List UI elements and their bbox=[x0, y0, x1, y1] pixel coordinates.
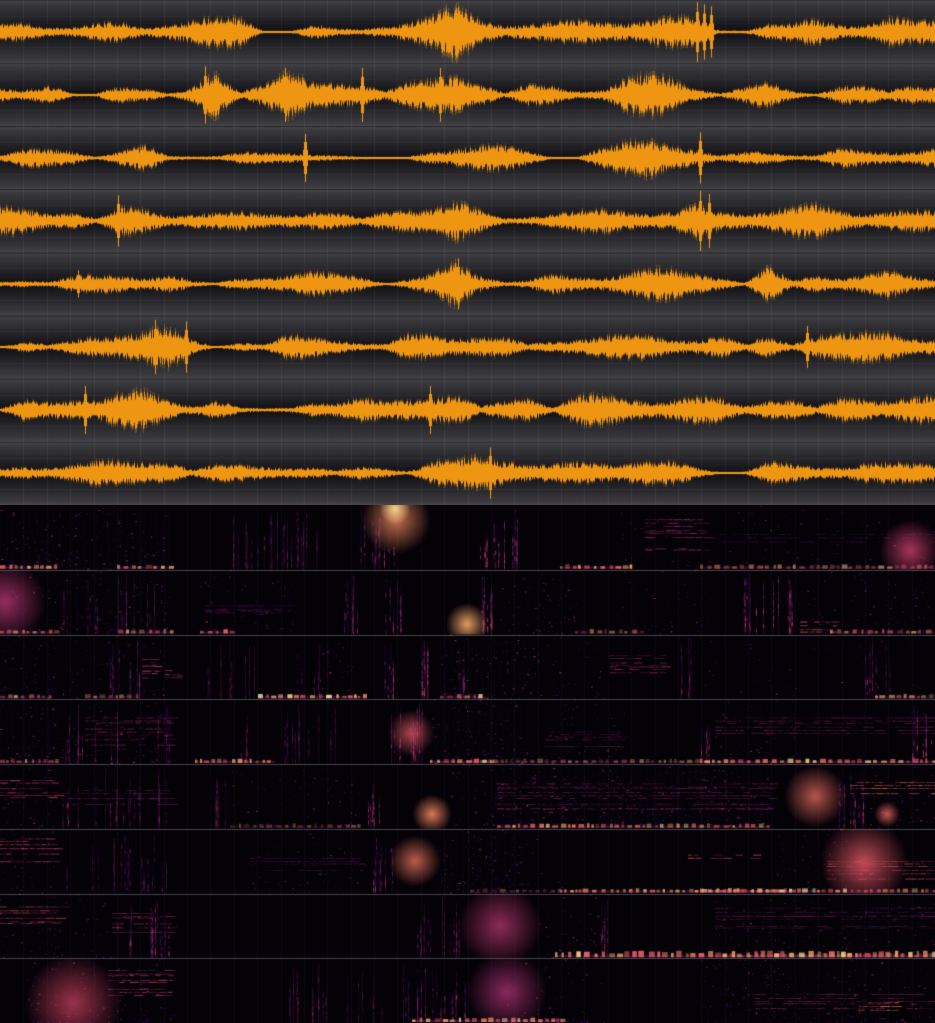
waveform-track-2[interactable] bbox=[0, 63, 935, 126]
waveform-track-5[interactable] bbox=[0, 253, 935, 316]
waveform-track-8[interactable] bbox=[0, 442, 935, 505]
waveform-canvas bbox=[0, 0, 935, 505]
spectrogram-canvas bbox=[0, 505, 935, 1023]
spectrogram-spec-6[interactable] bbox=[0, 829, 935, 894]
waveform-track-1[interactable] bbox=[0, 0, 935, 63]
spectrogram-track-list bbox=[0, 505, 935, 1023]
spectrogram-spec-5[interactable] bbox=[0, 764, 935, 829]
waveform-track-6[interactable] bbox=[0, 316, 935, 379]
spectrogram-spec-7[interactable] bbox=[0, 894, 935, 959]
spectrogram-spec-3[interactable] bbox=[0, 635, 935, 700]
waveform-track-list bbox=[0, 0, 935, 505]
spectrogram-spec-4[interactable] bbox=[0, 699, 935, 764]
spectrogram-spec-8[interactable] bbox=[0, 958, 935, 1023]
spectrogram-view bbox=[0, 505, 935, 1023]
waveform-view bbox=[0, 0, 935, 505]
waveform-track-7[interactable] bbox=[0, 379, 935, 442]
spectrogram-spec-1[interactable] bbox=[0, 505, 935, 570]
waveform-track-3[interactable] bbox=[0, 126, 935, 189]
waveform-track-4[interactable] bbox=[0, 189, 935, 252]
spectrogram-spec-2[interactable] bbox=[0, 570, 935, 635]
